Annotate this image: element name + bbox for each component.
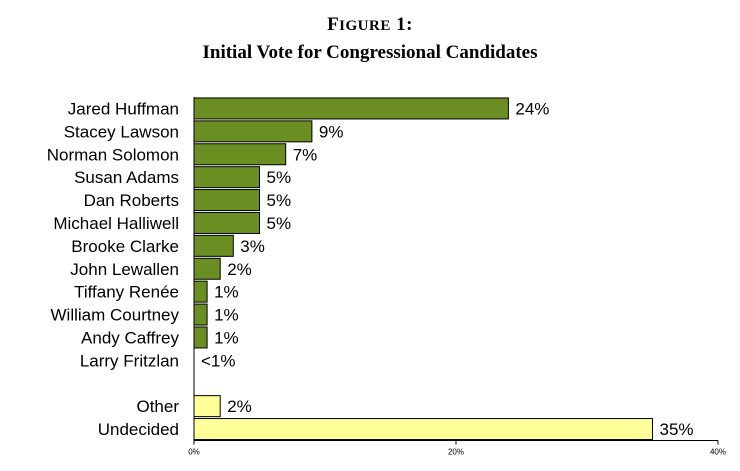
data-label: 2%: [227, 260, 252, 279]
category-label: Andy Caffrey: [81, 328, 179, 347]
bar: [193, 395, 221, 418]
category-label: Tiffany Renée: [74, 283, 179, 302]
category-label: Larry Fritzlan: [80, 351, 179, 370]
data-label: <1%: [201, 351, 236, 370]
data-label: 5%: [267, 191, 292, 210]
bar: [193, 418, 653, 441]
bar: [193, 97, 509, 120]
bar: [193, 326, 208, 349]
category-label: Susan Adams: [74, 168, 179, 187]
bar: [193, 234, 234, 257]
category-label: Undecided: [98, 420, 179, 439]
data-label: 5%: [267, 168, 292, 187]
data-label: 9%: [319, 122, 344, 141]
bar: [193, 189, 260, 212]
chart-title: Initial Vote for Congressional Candidate…: [202, 42, 538, 63]
data-label: 5%: [267, 214, 292, 233]
category-label: Brooke Clarke: [71, 237, 179, 256]
category-label: Other: [136, 397, 179, 416]
data-label: 3%: [240, 237, 265, 256]
bar: [193, 211, 260, 234]
data-label: 35%: [660, 420, 694, 439]
bar: [193, 120, 313, 143]
figure-label: FIGURE 1:: [327, 14, 413, 35]
data-label: 1%: [214, 328, 239, 347]
bar: [193, 280, 208, 303]
data-label: 1%: [214, 306, 239, 325]
bar: [193, 166, 260, 189]
bar: [193, 143, 287, 166]
category-label: William Courtney: [51, 306, 180, 325]
data-label: 7%: [293, 145, 318, 164]
category-label: Jared Huffman: [68, 99, 179, 118]
bar: [193, 303, 208, 326]
data-label: 24%: [515, 99, 549, 118]
category-label: John Lewallen: [70, 260, 179, 279]
x-tick-label: 40%: [710, 448, 726, 457]
data-label: 1%: [214, 283, 239, 302]
bar: [193, 257, 221, 280]
category-label: Stacey Lawson: [64, 122, 179, 141]
category-label: Dan Roberts: [84, 191, 179, 210]
category-label: Norman Solomon: [47, 145, 179, 164]
data-label: 2%: [227, 397, 252, 416]
x-tick-label: 0%: [188, 448, 200, 457]
x-tick-label: 20%: [448, 448, 464, 457]
category-label: Michael Halliwell: [53, 214, 179, 233]
